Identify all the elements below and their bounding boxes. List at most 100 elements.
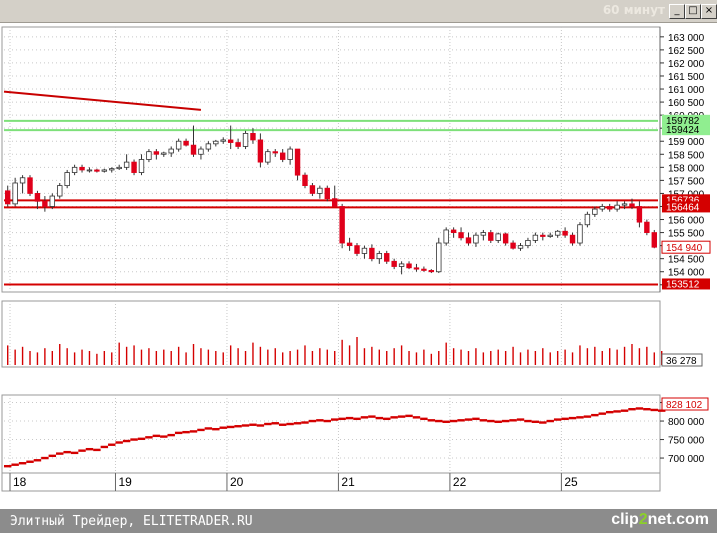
- open-interest-line: [4, 407, 666, 468]
- close-button[interactable]: ×: [701, 4, 717, 19]
- oi-segment: [197, 428, 205, 432]
- oi-segment: [212, 427, 220, 431]
- maximize-button[interactable]: □: [685, 4, 701, 19]
- oi-segment: [479, 419, 488, 422]
- oi-segment: [531, 420, 540, 423]
- volume-last-label: 36 278: [661, 353, 703, 367]
- price-tick-label: 155 500: [668, 229, 705, 240]
- candle-up: [532, 234, 539, 241]
- candle-up: [123, 161, 130, 168]
- oi-segment: [219, 426, 227, 429]
- oi-segment: [368, 415, 376, 418]
- candle-down: [272, 151, 278, 154]
- candle-down: [302, 174, 308, 187]
- candle-up: [168, 148, 174, 154]
- level-label-bg: [662, 194, 710, 206]
- candle-down: [131, 161, 137, 173]
- candle-down: [94, 169, 100, 172]
- candle-up: [175, 140, 182, 150]
- status-bar: Элитный Трейдер, ELITETRADER.RU clip2net…: [0, 509, 717, 533]
- price-tick-label: 162 500: [668, 46, 705, 57]
- candle-up: [146, 151, 152, 160]
- oi-segment: [390, 416, 398, 419]
- grid-lines: [9, 27, 562, 491]
- oi-segment: [449, 419, 458, 423]
- price-tick-label: 162 000: [668, 59, 705, 70]
- price-panel-frame: [1, 26, 661, 293]
- level-label: 159424: [666, 125, 700, 136]
- oi-segment: [85, 447, 94, 451]
- price-tick-label: 158 500: [668, 150, 705, 161]
- candle-up: [495, 233, 501, 241]
- trend-line[interactable]: [3, 90, 202, 111]
- oi-segment: [605, 410, 614, 414]
- clip2net-logo: clip2net.com: [611, 511, 709, 528]
- candle-down: [406, 263, 412, 269]
- candle-up: [205, 143, 212, 150]
- candle-up: [101, 169, 108, 172]
- candle-down: [369, 247, 375, 260]
- oi-segment: [576, 416, 584, 419]
- oi-segment: [427, 419, 436, 422]
- candle-down: [510, 242, 516, 249]
- oi-segment: [160, 435, 168, 438]
- candle-up: [138, 159, 145, 173]
- candle-down: [458, 232, 464, 239]
- candle-down: [332, 198, 338, 207]
- volume-last-text: 36 278: [666, 356, 697, 367]
- oi-segment: [264, 422, 272, 426]
- oi-segment: [174, 431, 183, 435]
- candle-up: [49, 195, 56, 207]
- candle-up: [398, 263, 405, 267]
- oi-segment: [70, 451, 79, 455]
- oi-segment: [331, 418, 339, 421]
- candle-up: [220, 139, 226, 142]
- candle-up: [517, 245, 524, 249]
- candle-up: [480, 232, 487, 236]
- oi-segment: [628, 408, 636, 411]
- candle-up: [213, 140, 219, 145]
- candle-down: [502, 233, 509, 244]
- price-tick-label: 159 000: [668, 137, 705, 148]
- oi-segment: [4, 464, 12, 468]
- candle-down: [34, 193, 41, 202]
- oi-segment: [93, 448, 101, 452]
- oi-segment: [516, 418, 525, 421]
- oi-segment: [33, 459, 42, 462]
- candle-down: [79, 166, 85, 171]
- title-bar: 60 минут _ □ ×: [0, 0, 717, 23]
- oi-segment: [234, 425, 242, 428]
- candle-down: [153, 151, 160, 155]
- candle-up: [161, 152, 167, 155]
- candle-down: [257, 139, 264, 163]
- candle-up: [71, 166, 78, 173]
- chart-area[interactable]: 163 000 162 500 162 000 161 500 161 000 160 5…: [0, 23, 717, 509]
- candle-down: [190, 144, 197, 155]
- oi-segment: [546, 419, 554, 423]
- oi-segment: [56, 452, 64, 455]
- oi-segment: [420, 417, 428, 421]
- candles: [5, 125, 657, 275]
- candle-down: [324, 187, 330, 200]
- oi-segment: [11, 463, 19, 466]
- level-label: 153512: [666, 279, 700, 290]
- candle-down: [629, 203, 635, 207]
- candle-down: [354, 245, 360, 254]
- candle-down: [235, 142, 241, 147]
- candle-down: [309, 185, 316, 194]
- time-axis-frame: [1, 472, 661, 492]
- oi-segment: [108, 443, 116, 446]
- oi-segment: [100, 445, 109, 449]
- candle-down: [540, 234, 546, 237]
- candle-down: [644, 221, 650, 233]
- candle-up: [577, 224, 583, 244]
- candle-down: [606, 206, 613, 210]
- minimize-button[interactable]: _: [669, 4, 685, 19]
- oi-segment: [591, 413, 599, 417]
- price-chart-svg[interactable]: 163 000 162 500 162 000 161 500 161 000 160 5…: [0, 23, 717, 509]
- level-label-bg: [662, 278, 710, 290]
- price-tick-label: 156 000: [668, 216, 705, 227]
- candle-up: [592, 208, 598, 215]
